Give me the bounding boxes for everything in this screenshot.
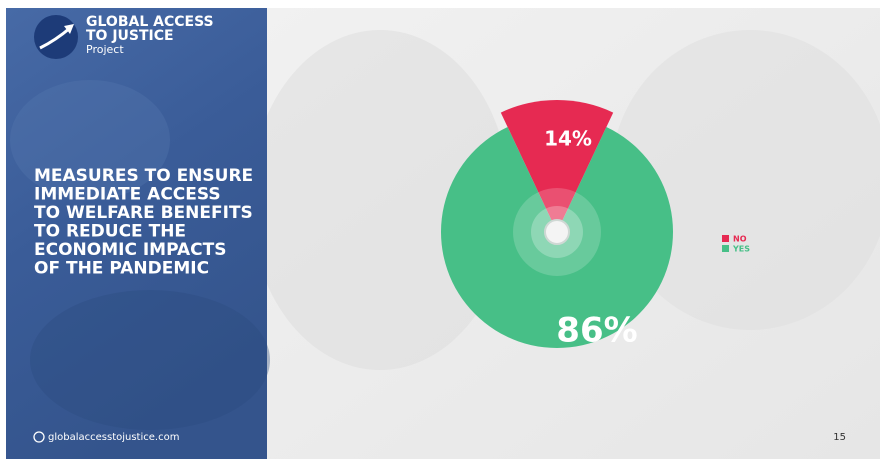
legend-label: NO bbox=[733, 235, 747, 244]
legend-swatch bbox=[722, 235, 729, 242]
slice-label: 86% bbox=[556, 311, 637, 351]
url: globalaccesstojustice.com bbox=[48, 432, 179, 443]
center-knob bbox=[544, 219, 570, 245]
slice-label: 14% bbox=[544, 127, 592, 151]
panel-texture bbox=[30, 290, 270, 430]
logo-text: GLOBAL ACCESS bbox=[86, 14, 214, 30]
panel-texture bbox=[10, 80, 170, 200]
background-shape bbox=[250, 30, 510, 370]
heading-line: ECONOMIC IMPACTS bbox=[34, 240, 226, 260]
legend-label: YES bbox=[732, 245, 750, 254]
page-number: 15 bbox=[833, 432, 846, 443]
heading-line: OF THE PANDEMIC bbox=[34, 259, 209, 279]
logo-arrow bbox=[64, 24, 74, 34]
heading-line: IMMEDIATE ACCESS bbox=[34, 185, 221, 205]
heading-line: MEASURES TO ENSURE bbox=[34, 166, 253, 186]
logo-text: Project bbox=[86, 43, 124, 56]
pie-slice bbox=[500, 99, 614, 232]
logo-text: TO JUSTICE bbox=[86, 28, 174, 44]
legend-swatch bbox=[722, 245, 729, 252]
globe-icon bbox=[33, 431, 45, 443]
background-shape bbox=[610, 30, 880, 330]
side-panel bbox=[6, 8, 267, 459]
heading-line: TO WELFARE BENEFITS bbox=[34, 203, 253, 223]
heading-line: TO REDUCE THE bbox=[34, 222, 186, 242]
